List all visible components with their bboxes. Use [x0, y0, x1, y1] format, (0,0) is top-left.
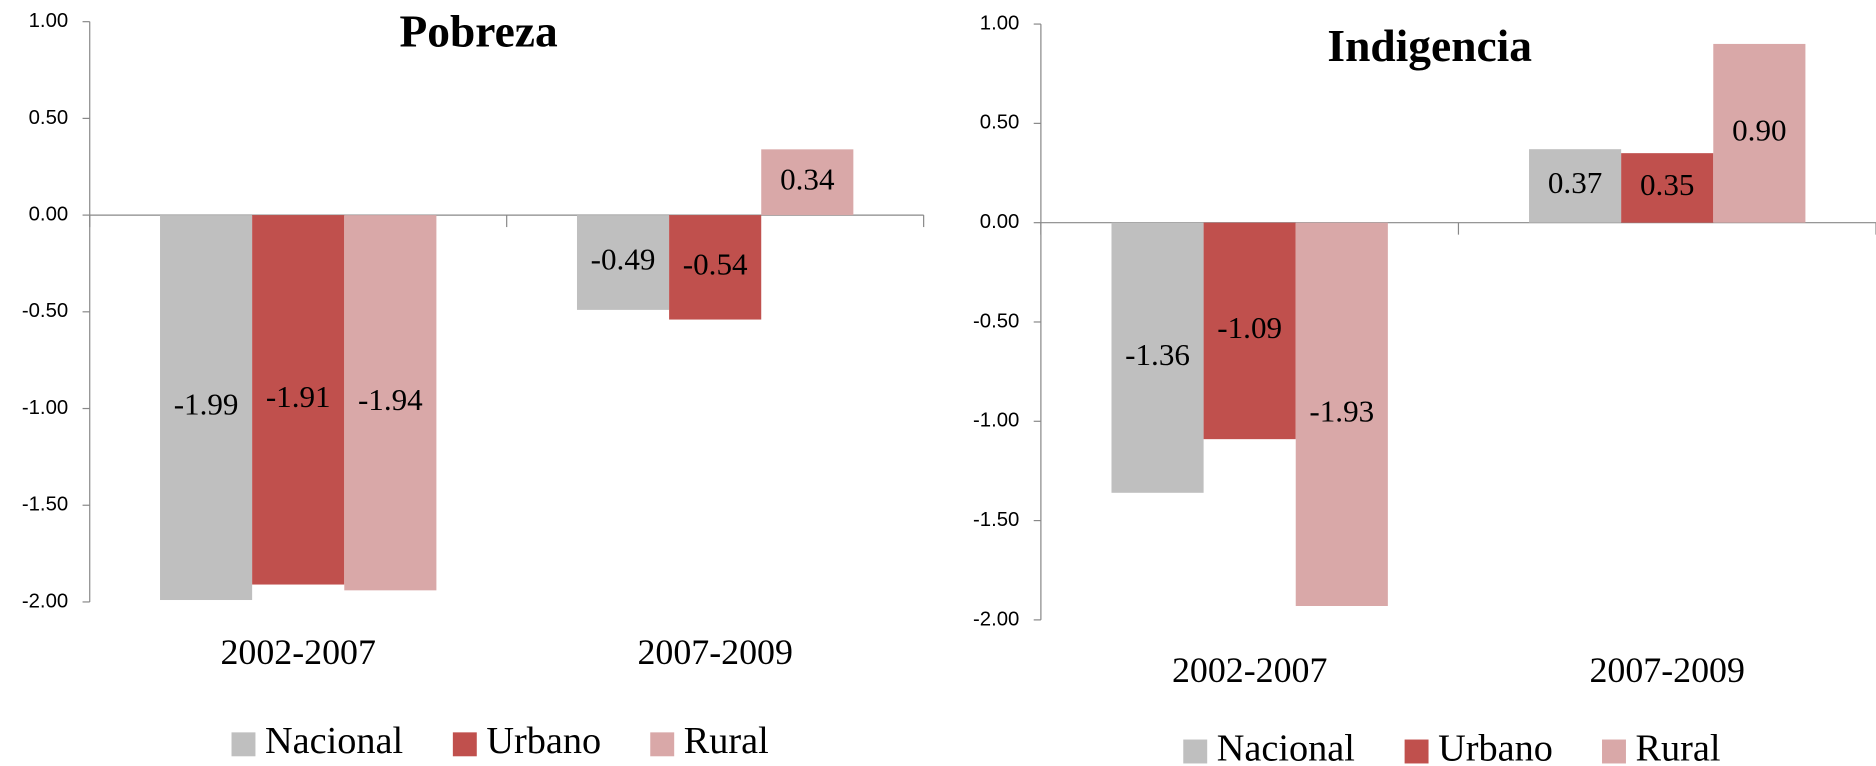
bar — [252, 215, 345, 585]
bar — [1295, 222, 1388, 606]
legend-label: Rural — [1636, 727, 1721, 766]
x-tick-label: 2007-2009 — [637, 632, 792, 672]
y-tick-label: -1.50 — [973, 509, 1019, 531]
y-tick-label: -0.50 — [22, 300, 68, 322]
data-label: -1.09 — [1217, 310, 1282, 345]
legend-label: Nacional — [265, 720, 403, 762]
y-tick-label: -2.00 — [973, 608, 1019, 630]
x-tick-label: 2007-2009 — [1589, 650, 1744, 690]
legend-swatch — [1404, 739, 1429, 764]
bar — [761, 149, 854, 216]
data-label: 0.34 — [780, 161, 835, 196]
legend-label: Urbano — [1438, 727, 1553, 766]
x-tick-label: 2002-2007 — [1172, 650, 1327, 690]
bar — [1111, 222, 1204, 493]
bar — [344, 215, 437, 591]
data-label: -0.49 — [591, 242, 656, 277]
data-label: -1.36 — [1125, 337, 1190, 372]
y-tick-label: -0.50 — [973, 310, 1019, 332]
data-label: -1.99 — [174, 387, 239, 422]
data-label: 0.35 — [1640, 167, 1694, 202]
data-label: -1.93 — [1309, 393, 1374, 428]
x-tick-label: 2002-2007 — [220, 632, 375, 672]
legend-swatch — [1602, 739, 1626, 764]
y-tick-label: 1.00 — [980, 12, 1020, 34]
chart-title: Indigencia — [1327, 20, 1532, 71]
y-tick-label: 0.00 — [980, 211, 1020, 233]
legend-label: Nacional — [1217, 727, 1355, 766]
legend-label: Rural — [684, 720, 769, 762]
legend-swatch — [1183, 739, 1208, 764]
data-label: -1.91 — [266, 379, 331, 414]
bar — [1203, 222, 1296, 440]
data-label: 0.37 — [1548, 165, 1602, 200]
legend-swatch — [650, 732, 675, 757]
chart-title: Pobreza — [399, 5, 557, 56]
y-tick-label: -2.00 — [22, 590, 68, 612]
bar — [160, 215, 253, 601]
bar — [1529, 149, 1622, 223]
y-tick-label: 0.00 — [29, 203, 69, 225]
data-label: -1.94 — [358, 382, 423, 417]
y-tick-label: -1.50 — [22, 494, 68, 516]
legend-swatch — [452, 732, 477, 757]
y-tick-label: 0.50 — [29, 107, 69, 129]
y-tick-label: 1.00 — [29, 10, 69, 32]
bar — [1713, 43, 1806, 223]
legend-label: Urbano — [486, 720, 601, 762]
data-label: 0.90 — [1732, 112, 1786, 147]
bar — [576, 215, 670, 310]
y-tick-label: 0.50 — [980, 112, 1020, 134]
bar — [669, 215, 762, 320]
y-tick-label: -1.00 — [973, 410, 1019, 432]
data-label: -0.54 — [683, 246, 748, 281]
bar — [1621, 153, 1714, 223]
y-tick-label: -1.00 — [22, 397, 68, 419]
legend-swatch — [231, 732, 256, 757]
